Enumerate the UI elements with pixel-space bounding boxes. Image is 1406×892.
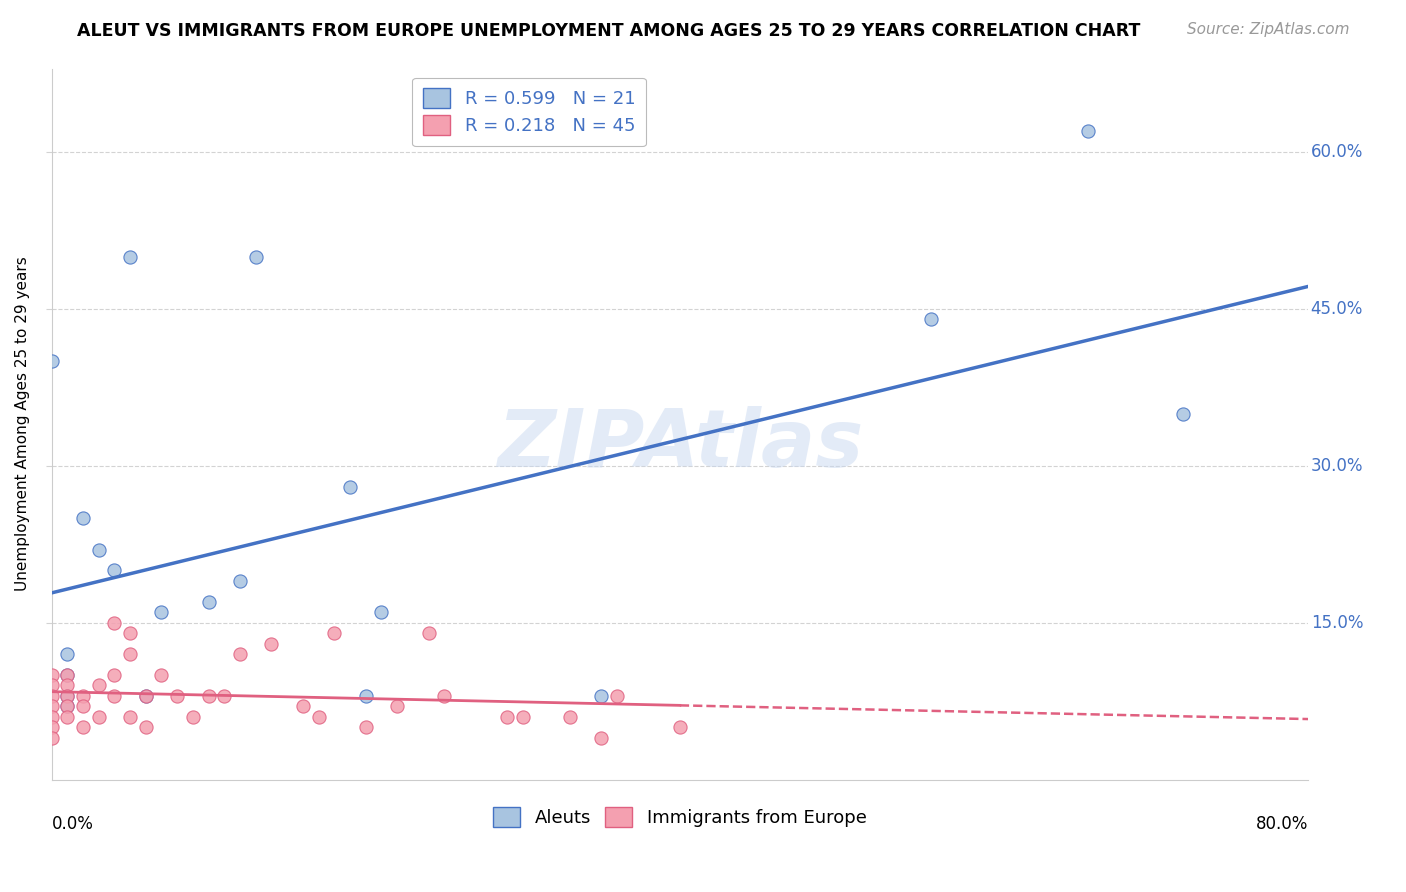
Point	[87, 542, 110, 557]
Point	[181, 710, 204, 724]
Point	[339, 480, 361, 494]
Point	[120, 250, 142, 264]
Point	[323, 626, 346, 640]
Point	[1171, 407, 1194, 421]
Point	[229, 574, 252, 588]
Point	[103, 564, 125, 578]
Point	[87, 678, 110, 692]
Point	[308, 710, 330, 724]
Point	[197, 595, 219, 609]
Point	[56, 689, 79, 703]
Point	[41, 710, 63, 724]
Text: 30.0%: 30.0%	[1310, 457, 1364, 475]
Point	[72, 689, 94, 703]
Point	[260, 637, 283, 651]
Point	[135, 720, 157, 734]
Text: ALEUT VS IMMIGRANTS FROM EUROPE UNEMPLOYMENT AMONG AGES 25 TO 29 YEARS CORRELATI: ALEUT VS IMMIGRANTS FROM EUROPE UNEMPLOY…	[77, 22, 1140, 40]
Point	[120, 647, 142, 661]
Point	[87, 710, 110, 724]
Text: 60.0%: 60.0%	[1310, 144, 1362, 161]
Point	[591, 689, 613, 703]
Point	[433, 689, 456, 703]
Point	[56, 647, 79, 661]
Point	[920, 312, 942, 326]
Point	[72, 699, 94, 714]
Point	[135, 689, 157, 703]
Point	[370, 605, 392, 619]
Legend: Aleuts, Immigrants from Europe: Aleuts, Immigrants from Europe	[485, 800, 875, 835]
Point	[496, 710, 519, 724]
Point	[103, 668, 125, 682]
Point	[166, 689, 188, 703]
Point	[56, 668, 79, 682]
Point	[214, 689, 236, 703]
Point	[56, 689, 79, 703]
Point	[197, 689, 219, 703]
Point	[120, 626, 142, 640]
Text: 15.0%: 15.0%	[1310, 614, 1364, 632]
Point	[354, 720, 377, 734]
Point	[41, 354, 63, 368]
Point	[512, 710, 534, 724]
Point	[41, 689, 63, 703]
Point	[103, 615, 125, 630]
Point	[418, 626, 440, 640]
Point	[1077, 124, 1099, 138]
Point	[103, 689, 125, 703]
Point	[150, 605, 173, 619]
Point	[558, 710, 581, 724]
Text: 45.0%: 45.0%	[1310, 300, 1362, 318]
Point	[120, 710, 142, 724]
Point	[56, 699, 79, 714]
Point	[606, 689, 628, 703]
Point	[41, 720, 63, 734]
Y-axis label: Unemployment Among Ages 25 to 29 years: Unemployment Among Ages 25 to 29 years	[15, 257, 30, 591]
Point	[135, 689, 157, 703]
Text: 80.0%: 80.0%	[1256, 815, 1308, 833]
Point	[72, 720, 94, 734]
Point	[291, 699, 314, 714]
Point	[41, 731, 63, 745]
Point	[72, 511, 94, 525]
Text: 0.0%: 0.0%	[52, 815, 93, 833]
Point	[56, 710, 79, 724]
Point	[41, 699, 63, 714]
Point	[56, 699, 79, 714]
Text: ZIPAtlas: ZIPAtlas	[496, 407, 863, 484]
Point	[245, 250, 267, 264]
Text: Source: ZipAtlas.com: Source: ZipAtlas.com	[1187, 22, 1350, 37]
Point	[56, 678, 79, 692]
Point	[669, 720, 692, 734]
Point	[385, 699, 408, 714]
Point	[229, 647, 252, 661]
Point	[41, 678, 63, 692]
Point	[354, 689, 377, 703]
Point	[591, 731, 613, 745]
Point	[56, 668, 79, 682]
Point	[150, 668, 173, 682]
Point	[41, 668, 63, 682]
